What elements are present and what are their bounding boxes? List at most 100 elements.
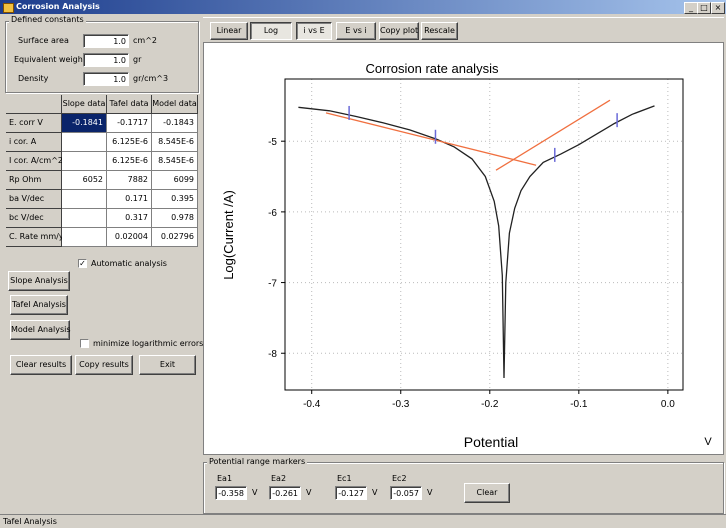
- field-input[interactable]: 1.0: [83, 34, 129, 48]
- table-cell[interactable]: -0.1843: [152, 114, 198, 133]
- marker-input[interactable]: -0.057: [390, 486, 422, 500]
- plot-panel: [203, 42, 724, 455]
- x-tick-label: -0.3: [392, 399, 410, 410]
- plot-frame: [284, 78, 684, 391]
- table-cell[interactable]: 0.317: [107, 209, 152, 228]
- field-unit: cm^2: [133, 36, 157, 45]
- column-header: Model data: [152, 95, 198, 114]
- window-title: Corrosion Analysis: [16, 2, 100, 11]
- marker-label: Ec1: [337, 474, 352, 483]
- y-tick-label: -8: [268, 349, 277, 360]
- field-unit: gr: [133, 55, 142, 64]
- table-cell[interactable]: 0.02004: [107, 228, 152, 247]
- data-line: [298, 105, 655, 379]
- table-cell[interactable]: 8.545E-6: [152, 133, 198, 152]
- y-axis-label: Log(Current /A): [221, 190, 236, 280]
- group-title: Potential range markers: [207, 457, 308, 466]
- row-label: E. corr V: [6, 114, 62, 133]
- checkbox-label: minimize logarithmic errors: [93, 339, 204, 348]
- toolbar-button[interactable]: i vs E: [296, 22, 332, 40]
- table-cell[interactable]: [62, 190, 107, 209]
- marker-label: Ea2: [271, 474, 287, 483]
- button[interactable]: Tafel Analysis: [10, 295, 68, 315]
- field-input[interactable]: 1.0: [83, 72, 129, 86]
- marker-input[interactable]: -0.127: [335, 486, 367, 500]
- toolbar-button[interactable]: Rescale: [421, 22, 458, 40]
- table-cell[interactable]: [62, 152, 107, 171]
- y-tick-label: -5: [268, 137, 277, 148]
- table-cell[interactable]: 6052: [62, 171, 107, 190]
- table-cell[interactable]: 6.125E-6: [107, 133, 152, 152]
- field-input[interactable]: 1.0: [83, 53, 129, 67]
- markers-group: [203, 462, 724, 514]
- button[interactable]: Clear: [464, 483, 510, 503]
- table-cell[interactable]: -0.1841: [62, 114, 107, 133]
- table-cell[interactable]: 0.395: [152, 190, 198, 209]
- toolbar-button[interactable]: E vs i: [336, 22, 376, 40]
- toolbar-button[interactable]: Copy plot: [379, 22, 419, 40]
- checkbox-label: Automatic analysis: [91, 259, 167, 268]
- close-button[interactable]: ×: [711, 2, 725, 14]
- button[interactable]: Model Analysis: [10, 320, 71, 340]
- chart: Corrosion rate analysis Potential V Log(Cur…: [221, 61, 712, 450]
- data-line: [325, 112, 537, 166]
- data-line: [495, 99, 611, 171]
- x-tick-label: -0.4: [303, 399, 321, 410]
- row-label: I cor. A/cm^2: [6, 152, 63, 171]
- field-unit: gr/cm^3: [133, 74, 169, 83]
- x-tick-label: -0.1: [570, 399, 588, 410]
- checkbox[interactable]: [80, 339, 89, 348]
- marker-unit: V: [372, 488, 378, 497]
- group-title: Defined constants: [9, 15, 86, 24]
- table-cell[interactable]: 0.171: [107, 190, 152, 209]
- column-header: Tafel data: [107, 95, 152, 114]
- y-tick-label: -7: [268, 279, 277, 290]
- minimize-button[interactable]: _: [684, 2, 698, 14]
- app-icon: [3, 3, 14, 13]
- table-cell[interactable]: 8.545E-6: [152, 152, 198, 171]
- table-cell[interactable]: [62, 133, 107, 152]
- table-cell[interactable]: 0.978: [152, 209, 198, 228]
- button[interactable]: Slope Analysis: [8, 271, 70, 291]
- column-header: Slope data: [62, 95, 107, 114]
- y-tick-label: -6: [268, 208, 277, 219]
- field-label: Density: [18, 74, 49, 83]
- table-cell[interactable]: 6.125E-6: [107, 152, 152, 171]
- table-cell[interactable]: -0.1717: [107, 114, 152, 133]
- marker-input[interactable]: -0.358: [215, 486, 247, 500]
- table-cell[interactable]: [62, 209, 107, 228]
- table-cell[interactable]: [62, 228, 107, 247]
- row-label: ba V/dec: [6, 190, 62, 209]
- row-label: Rp Ohm: [6, 171, 62, 190]
- marker-label: Ec2: [392, 474, 407, 483]
- x-tick-label: -0.2: [481, 399, 499, 410]
- maximize-button[interactable]: □: [697, 2, 711, 14]
- x-axis-unit: V: [704, 436, 712, 448]
- marker-unit: V: [306, 488, 312, 497]
- title-bar: Corrosion Analysis: [0, 0, 726, 14]
- table-cell[interactable]: 7882: [107, 171, 152, 190]
- status-bar: Tafel Analysis: [0, 514, 726, 528]
- toolbar-button[interactable]: Log: [250, 22, 292, 40]
- constants-group: [5, 21, 199, 93]
- row-label: bc V/dec: [6, 209, 62, 228]
- button[interactable]: Clear results: [10, 355, 72, 375]
- status-text: Tafel Analysis: [3, 517, 57, 526]
- button[interactable]: Exit: [139, 355, 196, 375]
- table-corner: [6, 95, 62, 114]
- field-label: Equivalent weight: [14, 55, 86, 64]
- marker-label: Ea1: [217, 474, 233, 483]
- checkbox[interactable]: ✓: [78, 259, 87, 268]
- button[interactable]: Copy results: [75, 355, 133, 375]
- marker-unit: V: [427, 488, 433, 497]
- marker-input[interactable]: -0.261: [269, 486, 301, 500]
- row-label: i cor. A: [6, 133, 62, 152]
- row-label: C. Rate mm/y: [6, 228, 64, 247]
- x-axis-label: Potential: [464, 434, 518, 450]
- table-cell[interactable]: 0.02796: [152, 228, 198, 247]
- marker-unit: V: [252, 488, 258, 497]
- toolbar-button[interactable]: Linear: [210, 22, 248, 40]
- table-cell[interactable]: 6099: [152, 171, 198, 190]
- x-tick-label: 0.0: [661, 399, 675, 410]
